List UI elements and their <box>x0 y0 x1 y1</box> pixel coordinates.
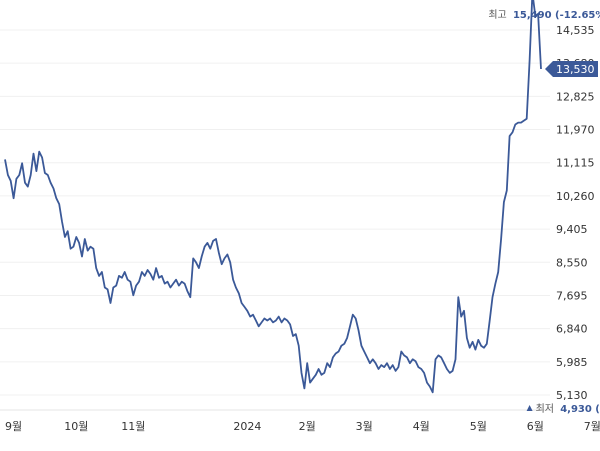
y-axis: 14,53513,68012,82511,97011,11510,2609,40… <box>556 24 595 402</box>
y-tick-label: 7,695 <box>556 289 588 302</box>
y-tick-label: 11,970 <box>556 124 595 137</box>
x-tick-label: 5월 <box>470 420 487 433</box>
x-tick-label: 10월 <box>64 420 88 433</box>
price-line <box>4 0 542 394</box>
y-tick-label: 8,550 <box>556 256 588 269</box>
x-tick-label: 2월 <box>299 420 316 433</box>
high-value: 15,490 (-12.65%) <box>513 10 600 21</box>
gridlines <box>0 29 550 396</box>
low-prefix: 최저 <box>536 403 554 415</box>
current-price-tag: 13,530 <box>545 61 598 78</box>
x-tick-label: 2024 <box>233 420 261 433</box>
high-prefix: 최고 <box>488 9 506 21</box>
x-tick-label: 6월 <box>527 420 544 433</box>
x-axis: 9월 10월 11월 2024 2월 3월 4월 5월 6월 7월 <box>0 409 600 433</box>
high-label: 최고 15,490 (-12.65%) <box>488 9 600 21</box>
x-tick-label: 11월 <box>121 420 145 433</box>
x-tick-label: 4월 <box>413 420 430 433</box>
x-tick-label: 7월 <box>584 420 600 433</box>
current-price-marker <box>545 61 598 78</box>
up-triangle-icon <box>526 405 533 411</box>
y-tick-label: 10,260 <box>556 190 595 203</box>
y-tick-label: 14,535 <box>556 24 595 37</box>
y-tick-label: 5,130 <box>556 389 588 402</box>
low-value: 4,930 (174.44%) <box>560 404 600 415</box>
y-tick-label: 9,405 <box>556 223 588 236</box>
y-tick-label: 5,985 <box>556 356 588 369</box>
y-tick-label: 12,825 <box>556 90 595 103</box>
x-tick-label: 9월 <box>5 420 22 433</box>
high-annotation: 최고 15,490 (-12.65%) <box>488 9 600 21</box>
low-label: 최저 4,930 (174.44%) <box>536 403 600 415</box>
x-tick-label: 3월 <box>356 420 373 433</box>
y-tick-label: 6,840 <box>556 323 588 336</box>
current-price-label: 13,530 <box>556 63 595 76</box>
low-annotation: 최저 4,930 (174.44%) <box>526 403 600 415</box>
y-tick-label: 11,115 <box>556 157 595 170</box>
